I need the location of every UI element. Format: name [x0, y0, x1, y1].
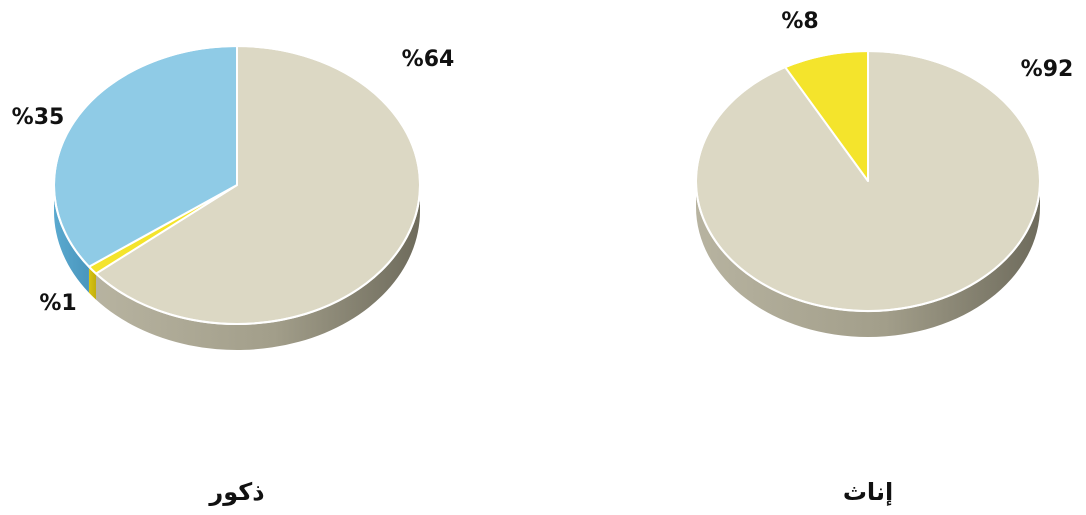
pie-side-males-1	[88, 266, 96, 300]
pie-side-males-2	[54, 185, 89, 293]
pie-chart-males	[53, 45, 421, 350]
slice-label-females-8: %8	[781, 9, 818, 34]
pie-rim-females	[695, 50, 1041, 312]
slice-label-males-1: %1	[39, 291, 76, 316]
pie-side-females-0	[696, 181, 1040, 337]
pie-chart-females	[695, 50, 1041, 337]
slice-label-females-92: %92	[1021, 57, 1074, 82]
chart-title-females: إناث	[843, 478, 893, 506]
pie-rim-males	[53, 45, 421, 325]
slice-label-males-35: %35	[12, 105, 65, 130]
chart-title-males: ذكور	[208, 478, 264, 506]
pie-side-males-0	[95, 185, 420, 350]
slice-label-males-64: %64	[402, 47, 455, 72]
